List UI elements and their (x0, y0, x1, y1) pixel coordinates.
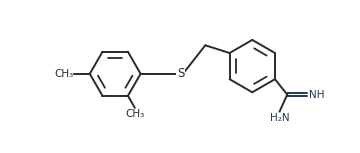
Text: S: S (177, 67, 184, 80)
Text: H₂N: H₂N (270, 113, 289, 123)
Text: CH₃: CH₃ (54, 69, 74, 79)
Text: CH₃: CH₃ (125, 109, 144, 119)
Text: NH: NH (309, 90, 324, 100)
